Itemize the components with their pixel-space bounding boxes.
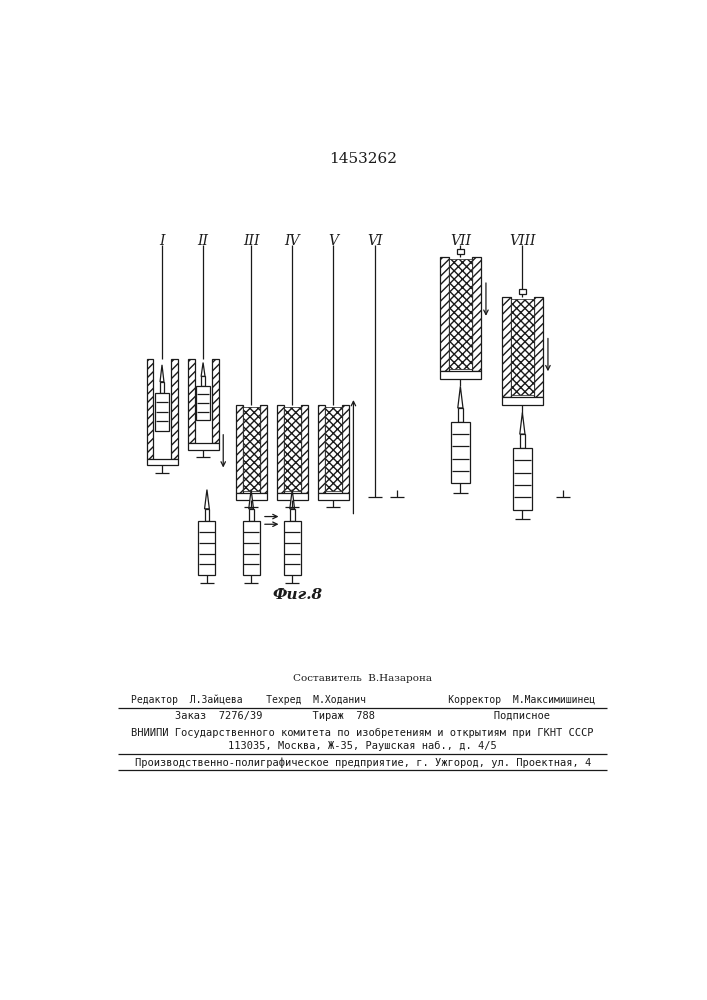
Bar — [146, 359, 153, 459]
Text: 1453262: 1453262 — [329, 152, 397, 166]
Bar — [513, 448, 532, 510]
Text: V: V — [328, 234, 338, 248]
Polygon shape — [201, 363, 205, 376]
Text: I: I — [159, 234, 165, 248]
Polygon shape — [204, 490, 209, 509]
Polygon shape — [520, 413, 525, 434]
Bar — [451, 422, 469, 483]
Text: Заказ  7276/39        Тираж  788                   Подписное: Заказ 7276/39 Тираж 788 Подписное — [175, 711, 550, 721]
Bar — [235, 405, 243, 493]
Bar — [457, 408, 463, 422]
Bar — [534, 297, 542, 397]
Text: Редактор  Л.Зайцева    Техред  М.Ходанич              Корректор  М.Максимишинец: Редактор Л.Зайцева Техред М.Ходанич Корр… — [131, 694, 595, 705]
Bar — [249, 509, 254, 521]
Bar — [170, 359, 177, 459]
Text: VIII: VIII — [509, 234, 536, 248]
Text: ВНИИПИ Государственного комитета по изобретениям и открытиям при ГКНТ СССР: ВНИИПИ Государственного комитета по изоб… — [132, 728, 594, 738]
Text: Производственно-полиграфическое предприятие, г. Ужгород, ул. Проектная, 4: Производственно-полиграфическое предприя… — [134, 758, 591, 768]
Bar — [196, 386, 210, 420]
Polygon shape — [290, 490, 295, 509]
Bar — [284, 521, 300, 575]
Bar — [187, 359, 194, 443]
Bar — [204, 509, 209, 521]
Bar — [243, 521, 259, 575]
Bar — [290, 509, 295, 521]
Bar — [201, 376, 205, 386]
Bar — [457, 249, 464, 254]
Bar — [243, 407, 259, 491]
Bar — [518, 289, 526, 294]
Text: Составитель  В.Назарона: Составитель В.Назарона — [293, 674, 432, 683]
Bar — [502, 297, 510, 397]
Bar — [199, 521, 216, 575]
Text: IV: IV — [284, 234, 300, 248]
Bar — [341, 405, 349, 493]
Text: VI: VI — [368, 234, 383, 248]
Bar — [276, 405, 284, 493]
Bar — [155, 393, 169, 431]
Bar — [317, 405, 325, 493]
Bar — [284, 407, 300, 491]
Polygon shape — [160, 365, 164, 382]
Bar — [160, 382, 164, 393]
Text: II: II — [197, 234, 209, 248]
Bar — [440, 257, 449, 371]
Bar — [300, 405, 308, 493]
Bar — [211, 359, 218, 443]
Bar — [146, 459, 177, 465]
Bar — [325, 407, 341, 491]
Bar — [187, 443, 218, 450]
Polygon shape — [457, 386, 463, 408]
Bar — [449, 259, 472, 369]
Bar — [472, 257, 481, 371]
Bar — [317, 493, 349, 500]
Text: 113035, Москва, Ж-35, Раушская наб., д. 4/5: 113035, Москва, Ж-35, Раушская наб., д. … — [228, 741, 497, 751]
Text: III: III — [243, 234, 259, 248]
Bar — [235, 493, 267, 500]
Bar — [502, 397, 542, 405]
Bar — [510, 299, 534, 395]
Bar — [259, 405, 267, 493]
Bar — [520, 434, 525, 448]
Text: VII: VII — [450, 234, 471, 248]
Bar — [440, 371, 481, 379]
Bar — [276, 493, 308, 500]
Polygon shape — [249, 490, 254, 509]
Text: Фиг.8: Фиг.8 — [273, 588, 322, 602]
